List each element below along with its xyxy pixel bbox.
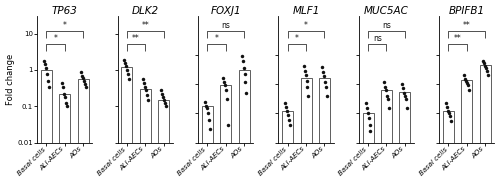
Title: MLF1: MLF1 (292, 6, 320, 15)
Bar (220, 85, 231, 182)
Bar (238, 70, 250, 182)
Text: ns: ns (221, 21, 230, 30)
Title: FOXJ1: FOXJ1 (210, 6, 241, 15)
Bar (282, 111, 293, 182)
Y-axis label: Fold change: Fold change (6, 54, 15, 105)
Text: *: * (214, 34, 218, 43)
Text: **: ** (463, 21, 470, 30)
Bar (462, 80, 472, 182)
Title: MUC5AC: MUC5AC (364, 6, 409, 15)
Bar (319, 78, 330, 182)
Text: *: * (295, 34, 299, 43)
Bar (443, 111, 454, 182)
Bar (381, 90, 392, 182)
Text: **: ** (132, 34, 140, 43)
Bar (362, 113, 374, 182)
Text: *: * (63, 21, 67, 30)
Text: **: ** (454, 34, 462, 43)
Bar (140, 89, 150, 182)
Title: BPIFB1: BPIFB1 (449, 6, 485, 15)
Text: ns: ns (373, 34, 382, 43)
Bar (78, 79, 88, 182)
Bar (202, 106, 213, 182)
Bar (400, 92, 410, 182)
Text: *: * (304, 21, 308, 30)
Bar (158, 100, 169, 182)
Title: DLK2: DLK2 (132, 6, 159, 15)
Text: ns: ns (382, 21, 391, 30)
Title: TP63: TP63 (52, 6, 78, 15)
Bar (480, 65, 491, 182)
Bar (300, 78, 312, 182)
Bar (41, 70, 52, 182)
Text: **: ** (142, 21, 149, 30)
Text: *: * (54, 34, 58, 43)
Bar (60, 94, 70, 182)
Bar (122, 67, 132, 182)
